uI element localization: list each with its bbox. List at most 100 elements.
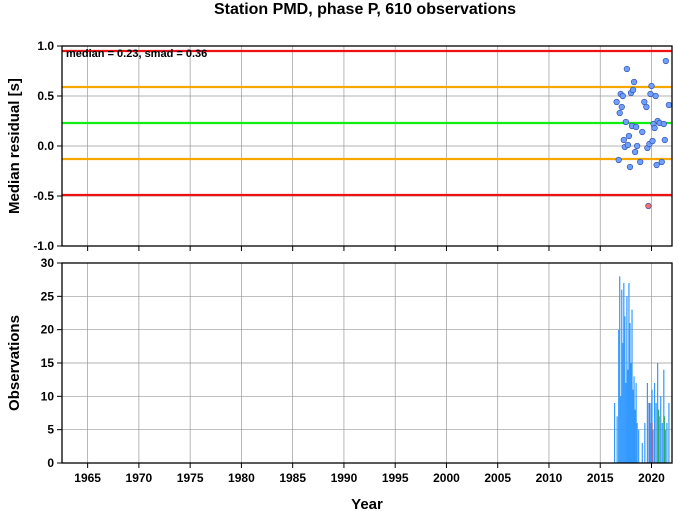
observation-bar — [648, 403, 651, 463]
residual-points — [613, 57, 673, 210]
residual-point — [631, 148, 639, 156]
residual-point — [622, 118, 629, 126]
x-tick-label: 2000 — [433, 471, 460, 485]
observations-x-ticks: 1965 1970 1975 1980 1985 1990 1995 2000 2005 2010… — [74, 463, 665, 485]
observation-bar — [616, 416, 618, 463]
observation-bar — [618, 329, 620, 463]
observations-y-tick-label: 25 — [41, 289, 55, 303]
residual-point — [625, 132, 633, 140]
x-tick-label: 1975 — [177, 471, 204, 485]
x-tick-label: 1985 — [279, 471, 306, 485]
residual-point — [618, 103, 625, 111]
residual-point — [661, 136, 668, 144]
observations-y-tick-label: 10 — [41, 389, 55, 403]
residual-y-tick-label: 0.0 — [37, 139, 54, 153]
x-tick-label: 1980 — [228, 471, 255, 485]
residual-point — [662, 57, 669, 65]
observation-bar — [663, 416, 665, 463]
observations-y-ticks: 30 25 20 15 10 5 0 — [41, 256, 62, 470]
residual-point — [619, 92, 626, 100]
residual-y-axis-label: Median residual [s] — [6, 78, 23, 214]
observations-y-tick-label: 20 — [41, 323, 55, 337]
x-tick-label: 2020 — [638, 471, 665, 485]
residual-point — [648, 82, 655, 90]
observation-bar — [651, 423, 653, 463]
residual-point — [658, 158, 665, 166]
x-axis-label: Year — [351, 496, 383, 511]
residual-y-tick-label: 1.0 — [37, 39, 54, 53]
observation-bar — [633, 376, 635, 463]
observation-bar — [619, 276, 621, 463]
observations-y-tick-label: 5 — [47, 423, 54, 437]
residual-point — [613, 98, 620, 106]
observations-y-tick-label: 15 — [41, 356, 55, 370]
observations-y-tick-label: 30 — [41, 256, 55, 270]
observation-bar — [666, 423, 668, 463]
residual-point — [643, 103, 650, 111]
observation-bar — [613, 403, 616, 463]
residual-point — [645, 202, 652, 210]
observation-bar — [627, 369, 629, 463]
observation-bar — [653, 383, 656, 463]
x-tick-label: 1990 — [331, 471, 358, 485]
residual-point — [665, 101, 673, 109]
residual-point — [651, 124, 658, 132]
residual-point — [660, 120, 667, 128]
observations-bars — [613, 276, 670, 463]
residual-point — [626, 163, 634, 171]
residual-point — [616, 109, 623, 117]
residual-y-ticks: 1.0 0.5 0.0 -0.5 -1.0 — [33, 39, 62, 253]
observation-bar — [657, 363, 659, 463]
observation-bar — [631, 309, 633, 463]
observation-bar — [620, 396, 622, 463]
residual-point — [634, 142, 641, 150]
observation-bar — [650, 403, 652, 463]
residual-point — [615, 156, 622, 164]
observation-bar — [632, 389, 634, 463]
residual-point — [623, 65, 630, 73]
x-tick-label: 1995 — [382, 471, 409, 485]
observation-bar — [621, 289, 623, 463]
residual-point — [633, 123, 640, 131]
residual-reference-lines — [62, 49, 672, 197]
observation-bar — [638, 429, 640, 463]
residual-point — [649, 137, 656, 145]
residual-point — [620, 136, 627, 144]
observation-bar — [646, 383, 648, 463]
residual-point — [653, 161, 660, 169]
residual-point — [624, 141, 632, 149]
x-tick-label: 2015 — [587, 471, 614, 485]
observations-y-axis-label: Observations — [6, 315, 23, 411]
residual-point — [639, 128, 646, 136]
observation-bar — [661, 423, 663, 463]
residual-point — [630, 78, 638, 86]
median-annotation: median = 0.23, smad = 0.36 — [66, 48, 207, 60]
observations-y-tick-label: 0 — [47, 456, 54, 470]
observation-bar — [655, 403, 657, 463]
observation-bar — [635, 383, 637, 463]
observation-bar — [641, 443, 643, 463]
x-tick-label: 1965 — [74, 471, 101, 485]
residual-y-tick-label: 0.5 — [37, 89, 54, 103]
observation-bar — [658, 409, 660, 463]
observation-bar — [630, 363, 632, 463]
residual-y-tick-label: -0.5 — [33, 189, 54, 203]
residual-y-tick-label: -1.0 — [33, 239, 54, 253]
observation-bar — [664, 429, 666, 463]
observation-bar — [652, 429, 654, 463]
observation-bar — [622, 343, 624, 463]
residual-x-ticks — [87, 246, 652, 251]
observation-bar — [663, 369, 665, 463]
x-tick-label: 2010 — [536, 471, 563, 485]
x-tick-label: 1970 — [126, 471, 153, 485]
x-tick-label: 2005 — [484, 471, 511, 485]
observation-bar — [634, 409, 636, 463]
residual-panel: 1.0 0.5 0.0 -0.5 -1.0 median = 0.23, smad = … — [6, 39, 673, 253]
observation-bar — [625, 383, 627, 463]
observation-bar — [624, 316, 626, 463]
observation-bar — [644, 423, 646, 463]
residual-point — [652, 92, 659, 100]
observation-bar — [626, 296, 628, 463]
